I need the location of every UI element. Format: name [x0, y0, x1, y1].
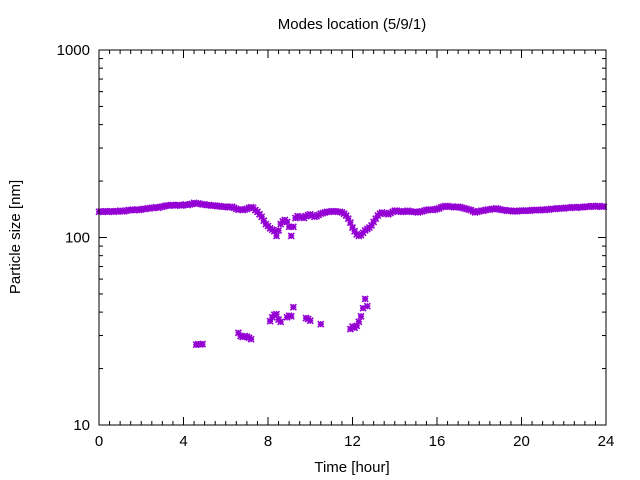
data-point [287, 232, 295, 240]
data-point [344, 215, 352, 223]
data-point [289, 303, 297, 311]
data-point [247, 335, 255, 343]
x-tick-label: 4 [179, 433, 187, 450]
data-point [287, 312, 295, 320]
data-point [260, 217, 268, 225]
data-point [359, 304, 367, 312]
data-point [270, 227, 278, 235]
data-point [274, 226, 283, 235]
data-point [317, 320, 325, 328]
data-point [277, 318, 285, 326]
plot-frame [98, 49, 607, 426]
data-point [367, 221, 376, 229]
y-tick-label: 10 [73, 417, 90, 434]
chart-title: Modes location (5/9/1) [278, 16, 426, 33]
y-tick-label: 1000 [57, 42, 90, 59]
data-points [95, 199, 608, 349]
data-point [239, 333, 247, 341]
data-point [283, 218, 291, 226]
x-tick-label: 12 [344, 433, 361, 450]
data-point [289, 223, 297, 231]
data-point [306, 317, 314, 325]
data-point [370, 218, 378, 226]
data-point [258, 213, 266, 221]
x-tick-label: 8 [264, 433, 272, 450]
x-tick-label: 16 [429, 433, 446, 450]
data-point [363, 302, 371, 310]
data-point [355, 318, 363, 326]
axis-ticks: 0 4 8 12 16 20 24 10 100 1000 [57, 42, 615, 450]
data-point [600, 203, 608, 211]
x-axis-label: Time [hour] [314, 459, 389, 476]
x-tick-label: 20 [513, 433, 530, 450]
data-point [348, 223, 357, 232]
y-axis-label: Particle size [nm] [7, 180, 24, 294]
data-point [353, 322, 361, 330]
data-point [272, 232, 281, 240]
data-point [236, 332, 245, 340]
data-point [302, 314, 310, 322]
data-point [357, 312, 365, 320]
data-point [361, 295, 369, 303]
data-point [266, 317, 274, 325]
y-tick-label: 100 [65, 230, 90, 247]
data-point [346, 219, 354, 227]
data-point [272, 310, 281, 318]
data-point [198, 340, 207, 348]
x-tick-label: 24 [598, 433, 615, 450]
data-point [285, 223, 293, 231]
x-tick-label: 0 [95, 433, 103, 450]
